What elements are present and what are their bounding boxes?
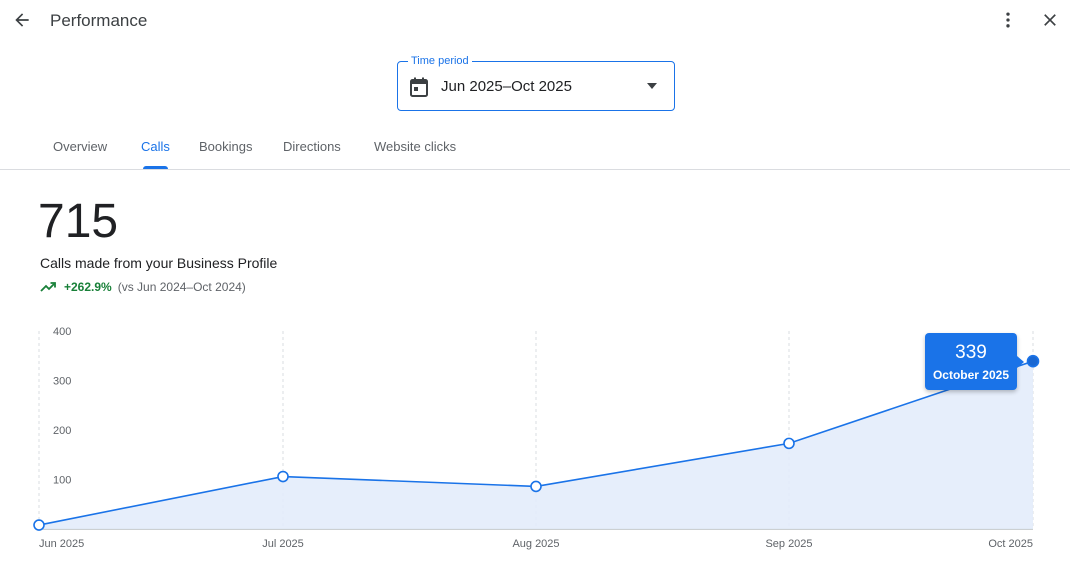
series-area	[39, 361, 1033, 529]
x-tick-label: Aug 2025	[512, 538, 559, 550]
trend-summary: +262.9% (vs Jun 2024–Oct 2024)	[40, 279, 246, 295]
close-icon	[1044, 14, 1056, 26]
more-vert-icon	[1006, 12, 1010, 28]
close-button[interactable]	[1036, 6, 1064, 34]
dropdown-arrow-icon	[647, 83, 657, 89]
trend-comparison: (vs Jun 2024–Oct 2024)	[117, 280, 246, 294]
x-tick-label: Jun 2025	[39, 538, 84, 550]
data-point-selected	[1026, 354, 1040, 368]
more-options-button[interactable]	[994, 6, 1022, 34]
top-bar: Performance	[0, 0, 1070, 44]
calls-chart: 100 200 300 400 Jun 2025 Jul 2025 Aug 2025 Sep …	[33, 326, 1040, 550]
total-calls-value: 715	[38, 195, 119, 248]
calendar-icon	[410, 77, 428, 97]
chart-tooltip: 339 October 2025	[925, 333, 1017, 390]
time-period-select[interactable]: Time period Jun 2025–Oct 2025	[397, 54, 675, 111]
data-point	[783, 437, 795, 450]
tooltip-label: October 2025	[932, 368, 1010, 382]
arrow-back-icon	[15, 13, 29, 27]
tab-directions[interactable]: Directions	[283, 139, 341, 154]
data-point	[33, 519, 45, 531]
data-point	[277, 470, 289, 483]
tab-calls[interactable]: Calls	[141, 139, 170, 154]
y-tick-label: 300	[53, 376, 71, 388]
y-tick-label: 200	[53, 425, 71, 437]
y-tick-label: 400	[53, 326, 71, 338]
time-period-label: Time period	[408, 54, 472, 68]
trending-up-icon	[40, 282, 56, 292]
tab-overview[interactable]: Overview	[53, 139, 108, 154]
trend-percentage: +262.9%	[64, 280, 112, 294]
metric-description: Calls made from your Business Profile	[40, 255, 278, 271]
tooltip-value: 339	[955, 342, 987, 363]
page-title: Performance	[50, 11, 148, 30]
y-tick-label: 100	[53, 475, 71, 487]
x-tick-label: Sep 2025	[765, 538, 812, 550]
tab-bar: Overview Calls Bookings Directions Websi…	[0, 126, 1070, 170]
back-button[interactable]	[8, 6, 36, 34]
data-point	[530, 480, 542, 493]
time-period-value: Jun 2025–Oct 2025	[441, 78, 572, 95]
active-tab-indicator	[143, 166, 168, 169]
x-tick-label: Oct 2025	[988, 538, 1033, 550]
tab-bookings[interactable]: Bookings	[199, 139, 253, 154]
x-tick-label: Jul 2025	[262, 538, 304, 550]
tooltip-pointer	[1017, 356, 1024, 368]
tab-website-clicks[interactable]: Website clicks	[374, 139, 457, 154]
